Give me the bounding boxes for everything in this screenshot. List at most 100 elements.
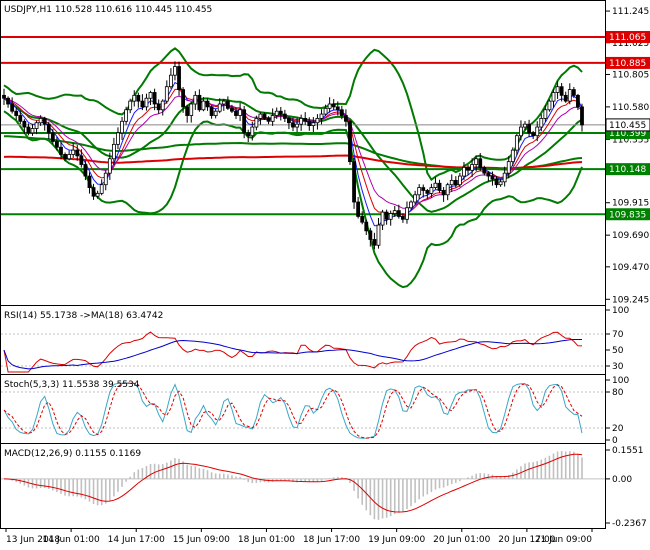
rsi-plot [1,331,605,373]
candle-body [417,187,422,196]
candle-body [160,100,165,111]
candle-body [319,113,324,119]
candle-body [470,164,474,171]
candle-body [401,216,405,220]
candle-body [164,86,169,102]
candle-body [140,100,145,108]
level-label-bg-1 [606,56,650,69]
candle-body [14,110,19,116]
candle-body [46,123,51,134]
candle-body [303,118,308,122]
level-label-bg-0 [606,30,650,43]
candle-body [6,97,10,105]
candle-body [116,132,120,145]
candle-body [506,161,511,174]
stoch-plot [1,382,605,439]
candle-body [441,190,446,196]
stoch-y-tick-label: 0 [612,436,618,446]
candle-body [299,118,304,125]
candle-body [356,201,361,217]
candle-body [396,210,401,217]
candle-body [67,154,72,160]
x-tick-label: 14 Jun 01:00 [43,535,100,545]
candle-body [75,149,80,157]
candle-body [107,158,112,174]
candle-body [380,211,385,226]
x-tick-label: 20 Jun 17:00 [498,535,555,545]
candle-body [453,179,458,186]
candle-body [421,187,426,191]
candle-body [563,94,568,102]
candle-body [124,109,129,122]
candle-body [242,109,247,134]
price-panel-frame [0,0,606,306]
macd-title: MACD(12,26,9) 0.1155 0.1169 [4,449,141,459]
level-label-bg-3 [606,163,650,176]
candle-body [295,123,299,128]
candle-body [559,86,564,96]
candle-body [262,113,267,119]
candle-body [405,207,409,220]
candle-body [490,175,495,180]
candle-body [535,126,540,137]
candle-body [344,115,348,122]
candle-body [282,113,287,119]
candle-body [478,158,483,168]
candle-body [238,109,242,116]
level-label-bg-4 [606,208,650,221]
candle-body [95,192,100,197]
price-y-tick-label: 110.355 [612,135,649,145]
candle-body [287,118,291,124]
x-tick-label: 18 Jun 01:00 [238,535,295,545]
price-y-tick-label: 110.580 [612,103,649,113]
candle-body [168,74,173,88]
candle-body [55,141,59,148]
candle-body [449,179,454,186]
candle-body [205,100,210,108]
candle-body [307,120,312,127]
price-y-tick-label: 111.025 [612,39,649,49]
candle-body [519,126,523,137]
candle-body [26,126,31,134]
level-label-2: 110.399 [609,129,646,139]
candle-body [462,167,466,177]
candle-body [246,132,251,137]
x-tick-label: 15 Jun 09:00 [173,535,230,545]
price-title: USDJPY,H1 110.528 110.616 110.445 110.45… [4,5,212,15]
price-y-tick-label: 110.805 [612,70,649,80]
candle-body [156,103,161,111]
candle-body [213,110,218,116]
candle-body [250,126,255,137]
candle-body [457,175,462,186]
candle-body [10,103,15,112]
candle-body [527,123,531,134]
price-plot [1,35,605,289]
candle-body [103,172,108,186]
candle-body [352,161,356,203]
candle-body [2,94,6,99]
candle-body [543,109,548,119]
candle-body [221,100,226,105]
candle-body [34,122,39,129]
macd-y-tick-label: 0.1551 [612,446,644,456]
current-price-label: 110.455 [609,121,646,131]
candle-body [551,92,556,102]
candle-body [136,94,141,102]
candle-body [368,230,373,240]
candle-body [18,115,23,122]
candle-body [315,118,320,124]
candle-body [539,118,544,128]
candle-body [547,100,552,111]
candle-body [425,190,430,194]
stoch-d-line [3,382,583,439]
candle-body [311,122,316,127]
level-label-1: 110.885 [609,59,646,69]
candle-body [234,110,238,116]
candle-body [576,94,580,108]
candle-body [429,187,434,194]
candle-body [230,107,234,112]
candle-body [87,175,92,188]
rsi-title: RSI(14) 55.1738 ->MA(18) 63.4742 [4,311,163,321]
price-y-tick-label: 109.915 [612,199,649,209]
